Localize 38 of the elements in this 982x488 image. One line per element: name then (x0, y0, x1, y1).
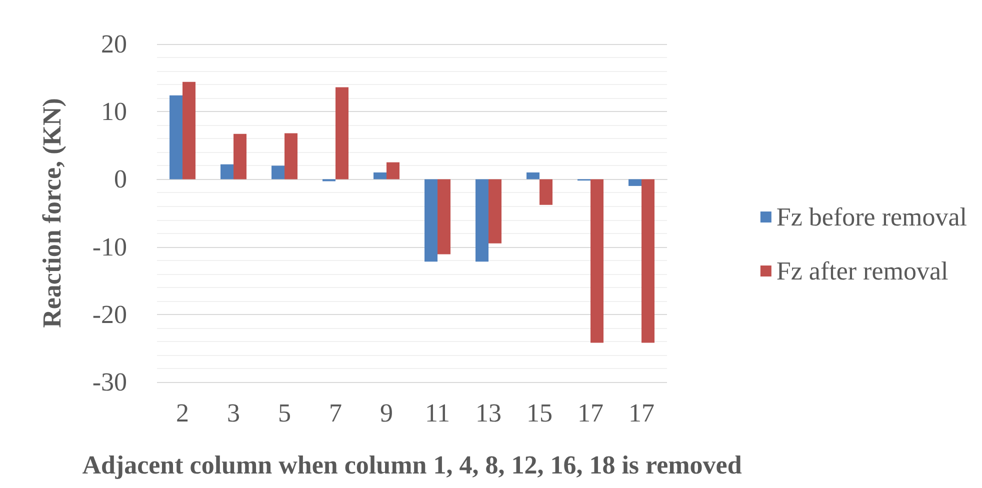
bar (284, 133, 298, 180)
bar (336, 87, 348, 180)
x-tick-label: 9 (380, 398, 393, 428)
bar (488, 179, 502, 244)
x-tick-label: 2 (176, 398, 189, 428)
bar (526, 172, 540, 180)
bar (386, 162, 400, 180)
x-tick-label: 13 (476, 398, 502, 428)
bar (220, 164, 234, 180)
x-tick-label: 17 (628, 398, 654, 428)
bar (234, 134, 246, 180)
y-tick-label: -10 (92, 232, 127, 262)
x-tick-label: 5 (278, 398, 291, 428)
x-tick-label: 11 (424, 398, 450, 428)
y-axis-title: Reaction force, (KN) (38, 98, 66, 328)
x-tick-label: 7 (329, 398, 342, 428)
bar (424, 179, 438, 262)
y-tick-label: 0 (114, 164, 127, 194)
x-tick-label: 15 (526, 398, 552, 428)
bar (272, 166, 284, 180)
bar (374, 172, 386, 180)
x-tick-label: 3 (227, 398, 240, 428)
legend-label: Fz after removal (776, 256, 948, 286)
bar (642, 179, 654, 343)
bar (476, 179, 488, 262)
bar (170, 95, 182, 180)
legend-label: Fz before removal (776, 202, 968, 232)
bar (590, 179, 604, 343)
y-tick-label: 20 (101, 30, 127, 58)
bar (438, 179, 450, 254)
x-tick-label: 17 (578, 398, 604, 428)
bar (182, 82, 196, 180)
x-axis-title: Adjacent column when column 1, 4, 8, 12, 16, 18 is removed (82, 450, 742, 480)
bar (540, 179, 552, 205)
y-tick-label: -30 (92, 368, 127, 396)
y-tick-label: 10 (101, 97, 127, 126)
bar (628, 179, 642, 186)
y-tick-label: -20 (92, 300, 127, 329)
